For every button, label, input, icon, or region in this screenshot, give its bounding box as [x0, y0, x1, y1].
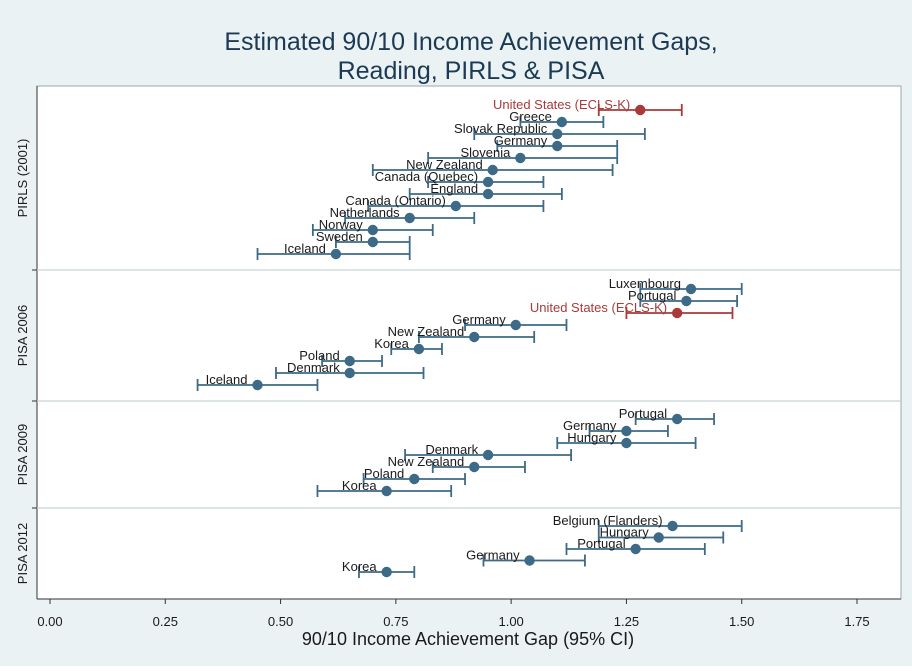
country-label: Denmark — [425, 442, 478, 457]
country-label: Portugal — [619, 406, 668, 421]
country-label: Korea — [342, 478, 377, 493]
country-label: Iceland — [284, 241, 326, 256]
estimate-point — [653, 532, 664, 543]
x-axis-label: 90/10 Income Achievement Gap (95% CI) — [302, 629, 634, 649]
estimate-point — [330, 248, 342, 260]
country-label: Luxembourg — [609, 276, 681, 291]
estimate-point — [552, 140, 563, 152]
country-label: Germany — [563, 418, 617, 433]
estimate-point — [621, 437, 632, 449]
x-tick-label: 0.25 — [153, 614, 178, 629]
x-tick-label: 0.00 — [37, 614, 62, 629]
estimate-point — [469, 461, 480, 473]
country-label: Germany — [494, 133, 548, 148]
estimate-point — [482, 188, 494, 200]
country-label: Hungary — [567, 430, 617, 445]
country-label: Iceland — [206, 372, 248, 387]
country-label: Germany — [452, 312, 506, 327]
x-tick-label: 1.50 — [729, 614, 754, 629]
estimate-point — [381, 485, 392, 497]
chart-title-line-2: Reading, PIRLS & PISA — [338, 57, 605, 85]
country-label: England — [430, 181, 478, 196]
estimate-point — [510, 319, 521, 331]
estimate-point — [367, 236, 378, 248]
x-tick-label: 1.75 — [844, 614, 869, 629]
estimate-point — [552, 128, 563, 140]
estimate-point — [621, 425, 632, 437]
estimate-point — [404, 212, 415, 224]
x-tick-label: 1.25 — [614, 614, 639, 629]
panel-label: PIRLS (2001) — [15, 139, 30, 218]
country-label: New Zealand — [388, 454, 465, 469]
estimate-point — [515, 152, 526, 164]
estimate-point — [667, 520, 678, 532]
panel-label: PISA 2012 — [15, 523, 30, 584]
country-label: Portugal — [628, 288, 677, 303]
country-label: Portugal — [577, 536, 626, 551]
chart-title-line-1: Estimated 90/10 Income Achievement Gaps, — [224, 28, 717, 56]
estimate-point — [469, 331, 480, 343]
country-label: Slovak Republic — [454, 121, 548, 136]
country-label: Canada (Ontario) — [345, 193, 445, 208]
country-label: New Zealand — [406, 157, 483, 172]
country-label: Netherlands — [330, 205, 401, 220]
estimate-point — [381, 566, 392, 578]
estimate-point — [635, 104, 646, 116]
estimate-point — [409, 473, 420, 485]
country-label: Germany — [466, 548, 520, 563]
estimate-point — [671, 307, 683, 319]
country-label: United States (ECLS-K) — [530, 300, 667, 315]
country-label: Hungary — [600, 525, 650, 540]
chart-marks: 0.00 0.25 0.50 0.75 1.00 1.25 1.50 1.75 PIRLS (2… — [15, 86, 901, 629]
estimate-point — [344, 367, 355, 379]
estimate-point — [630, 543, 641, 555]
x-tick-label: 1.00 — [498, 614, 523, 629]
panel-label: PISA 2009 — [15, 424, 30, 485]
estimate-point — [556, 116, 568, 128]
country-label: Korea — [374, 336, 409, 351]
country-label: Greece — [509, 109, 552, 124]
estimate-point — [482, 449, 494, 461]
panel-label: PISA 2006 — [15, 305, 30, 366]
country-label: Norway — [319, 217, 364, 232]
country-label: Korea — [342, 559, 377, 574]
x-tick-label: 0.75 — [383, 614, 408, 629]
estimate-point — [487, 164, 498, 176]
estimate-point — [524, 555, 535, 566]
estimate-point — [413, 343, 425, 355]
estimate-point — [344, 355, 355, 367]
plot-area — [36, 85, 902, 600]
estimate-point — [367, 224, 378, 236]
estimate-point — [450, 200, 462, 212]
x-tick-label: 0.50 — [268, 614, 293, 629]
country-label: Belgium (Flanders) — [553, 513, 663, 528]
country-label: Denmark — [287, 360, 340, 375]
estimate-point — [685, 283, 697, 295]
estimate-point — [671, 413, 683, 425]
country-label: Canada (Quebec) — [375, 169, 478, 184]
country-label: New Zealand — [388, 324, 465, 339]
country-label: Slovenia — [460, 145, 511, 160]
country-label: Sweden — [316, 229, 363, 244]
country-label: United States (ECLS-K) — [493, 97, 630, 112]
estimate-point — [482, 176, 494, 188]
country-label: Poland — [299, 348, 339, 363]
country-label: Poland — [364, 466, 404, 481]
estimate-point — [252, 379, 263, 391]
estimate-point — [681, 295, 692, 307]
